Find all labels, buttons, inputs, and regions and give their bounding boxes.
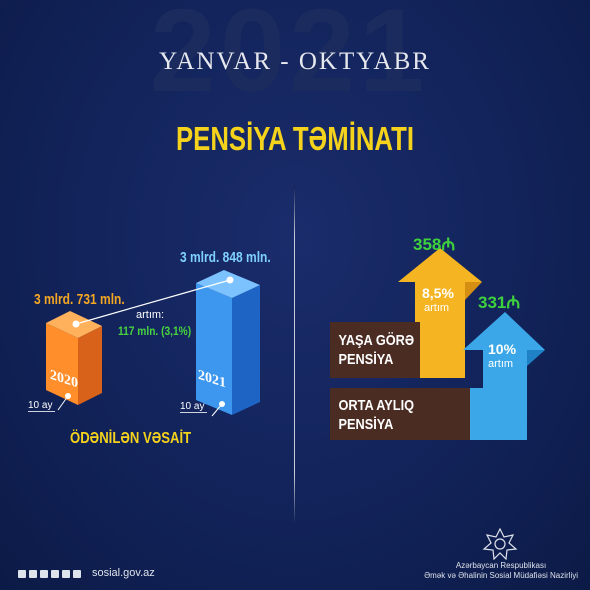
paid-funds-caption: ÖDƏNİLƏN VƏSAİT	[70, 430, 192, 447]
age-pension-box	[330, 322, 420, 378]
connector-dot-2020	[72, 320, 80, 328]
bar-2021-top	[196, 270, 260, 298]
bar-2020-side	[78, 326, 102, 405]
telegram-icon[interactable]	[51, 570, 59, 578]
age-artim: artım	[424, 302, 450, 314]
manat-icon: ₼	[441, 235, 456, 254]
avg-percent: 10%	[488, 341, 517, 357]
period-label: YANVAR - OKTYABR	[159, 48, 431, 75]
value-2020: 3 mlrd. 731 mln.	[34, 291, 125, 308]
period-2020-label: 10 ay	[28, 400, 56, 412]
linkedin-icon[interactable]	[73, 570, 81, 578]
growth-label: artım:	[136, 309, 165, 321]
connector-dot-2021	[226, 276, 234, 284]
bar-2021-side	[232, 285, 260, 415]
ministry-name: Azərbaycan Respublikası Əmək və Əhalinin…	[424, 561, 578, 580]
growth-connector	[75, 279, 231, 325]
divider	[294, 185, 295, 525]
avg-artim: artım	[488, 358, 514, 370]
bar-2021-front	[196, 283, 232, 415]
value-2021: 3 mlrd. 848 mln.	[180, 249, 271, 266]
avg-amount: 331₼	[478, 290, 520, 313]
age-arrow	[398, 248, 482, 378]
bars-graphic	[46, 270, 260, 417]
avg-arrow	[463, 312, 545, 440]
age-amount: 358₼	[413, 232, 455, 255]
youtube-icon[interactable]	[62, 570, 70, 578]
arrows-graphic	[330, 248, 545, 440]
age-percent: 8,5%	[422, 285, 454, 301]
growth-value: 117 mln. (3,1%)	[118, 324, 192, 338]
facebook-icon[interactable]	[18, 570, 26, 578]
period-2021-label: 10 ay	[180, 401, 208, 413]
avg-pension-box	[330, 388, 470, 440]
ministry-logo-icon	[482, 528, 518, 560]
bar-2020-front	[46, 323, 78, 405]
page-title: PENSİYA TƏMİNATI	[176, 120, 414, 157]
background-year: 2021	[150, 0, 429, 117]
twitter-icon[interactable]	[40, 570, 48, 578]
website-link[interactable]: sosial.gov.az	[92, 567, 155, 579]
manat-icon: ₼	[506, 293, 521, 312]
age-pension-label: YAŞA GÖRƏ PENSİYA	[338, 332, 415, 368]
instagram-icon[interactable]	[29, 570, 37, 578]
avg-pension-label: ORTA AYLIQ PENSİYA	[338, 397, 415, 433]
social-links	[18, 570, 81, 578]
